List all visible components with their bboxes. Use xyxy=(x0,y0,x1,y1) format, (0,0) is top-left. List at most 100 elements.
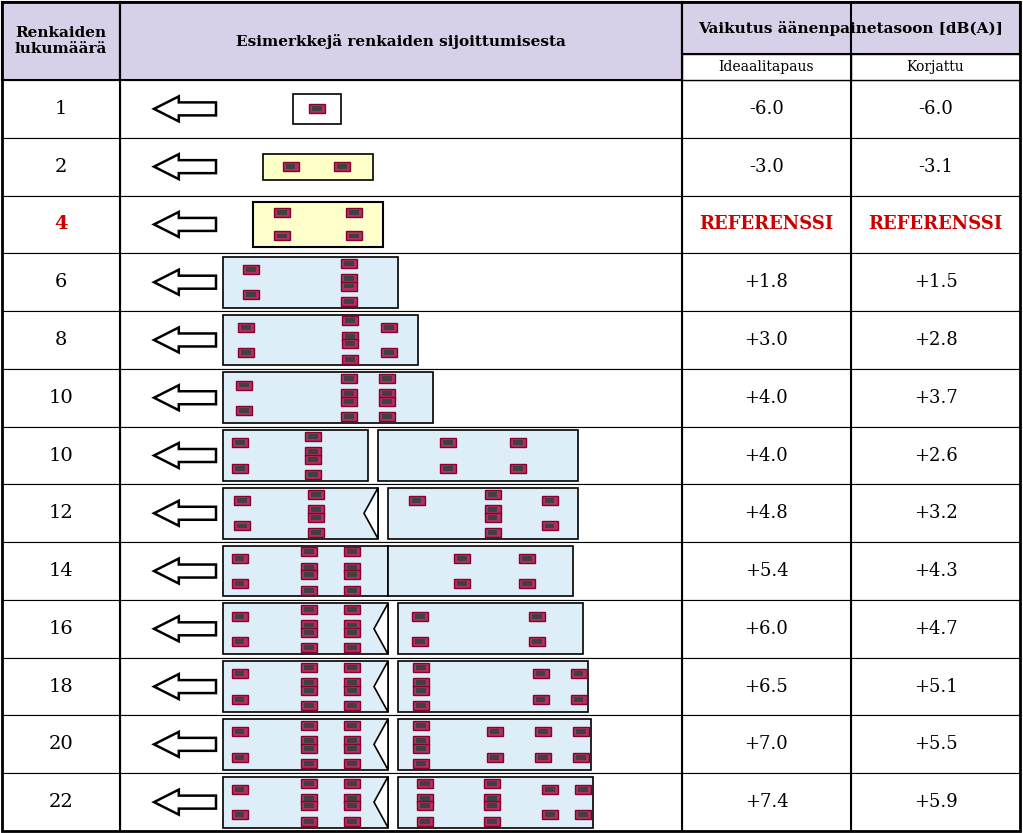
Text: REFERENSSI: REFERENSSI xyxy=(700,216,834,233)
Bar xyxy=(851,484,1020,542)
Bar xyxy=(415,639,426,644)
Bar xyxy=(413,701,429,711)
Bar xyxy=(241,325,252,330)
Bar xyxy=(301,721,317,730)
Bar xyxy=(344,571,360,579)
Bar xyxy=(532,614,542,619)
Bar xyxy=(247,292,256,297)
Polygon shape xyxy=(154,674,216,699)
Bar xyxy=(440,438,456,447)
Bar xyxy=(235,441,246,446)
Bar xyxy=(538,729,547,734)
Bar xyxy=(304,622,314,627)
Bar xyxy=(276,211,286,216)
Bar xyxy=(301,701,317,711)
Bar xyxy=(415,614,426,619)
Bar xyxy=(304,723,314,728)
Bar xyxy=(575,785,591,794)
Bar xyxy=(311,530,321,535)
Bar xyxy=(2,311,120,369)
Bar xyxy=(488,515,497,520)
Bar xyxy=(347,550,357,555)
Bar xyxy=(490,755,499,760)
Bar xyxy=(243,291,259,299)
Bar xyxy=(304,819,314,824)
Bar xyxy=(238,322,255,332)
Bar xyxy=(417,801,434,811)
Bar xyxy=(408,496,425,505)
Bar xyxy=(120,658,682,716)
Text: +7.0: +7.0 xyxy=(745,736,789,753)
Bar xyxy=(2,426,120,484)
Text: 4: 4 xyxy=(54,216,68,233)
Text: +5.9: +5.9 xyxy=(914,793,958,811)
Bar xyxy=(487,752,502,761)
Bar xyxy=(412,611,429,621)
Bar xyxy=(236,381,252,390)
Bar xyxy=(236,523,247,528)
Bar xyxy=(529,611,545,621)
Text: 2: 2 xyxy=(55,157,68,176)
Bar xyxy=(223,661,388,712)
Bar xyxy=(238,348,255,357)
Bar xyxy=(682,137,851,196)
Bar xyxy=(345,334,355,339)
Bar xyxy=(851,369,1020,426)
Bar xyxy=(120,196,682,253)
Bar xyxy=(342,339,358,348)
Bar xyxy=(120,716,682,773)
Bar xyxy=(234,787,244,792)
Bar xyxy=(344,686,360,695)
Bar xyxy=(344,721,360,730)
Text: Esimerkkejä renkaiden sijoittumisesta: Esimerkkejä renkaiden sijoittumisesta xyxy=(236,33,566,48)
Bar xyxy=(347,703,357,708)
Bar xyxy=(382,399,392,404)
Bar xyxy=(301,686,317,695)
Bar xyxy=(347,781,357,786)
Bar xyxy=(120,369,682,426)
Bar xyxy=(120,426,682,484)
Bar xyxy=(273,208,290,217)
Bar xyxy=(851,600,1020,658)
Bar xyxy=(682,773,851,831)
Polygon shape xyxy=(364,488,379,539)
Bar xyxy=(231,637,248,646)
Bar xyxy=(347,646,357,651)
Text: -3.0: -3.0 xyxy=(749,157,784,176)
Bar xyxy=(420,796,431,801)
Bar xyxy=(382,377,392,382)
Bar xyxy=(231,579,248,588)
Bar xyxy=(304,550,314,555)
Bar xyxy=(379,430,578,481)
Bar xyxy=(344,261,354,266)
Bar xyxy=(308,472,318,477)
Text: Ideaalitapaus: Ideaalitapaus xyxy=(719,60,814,74)
Text: +6.5: +6.5 xyxy=(745,677,789,696)
Bar xyxy=(415,688,426,693)
Bar xyxy=(443,441,453,446)
Bar xyxy=(344,736,360,745)
Bar xyxy=(120,484,682,542)
Bar xyxy=(544,498,554,503)
Bar xyxy=(417,816,434,826)
Bar xyxy=(301,794,317,803)
Bar xyxy=(301,678,317,687)
Bar xyxy=(231,695,248,704)
Bar xyxy=(305,447,321,456)
Bar xyxy=(457,581,466,586)
Bar xyxy=(541,496,558,505)
Bar xyxy=(335,162,350,171)
Bar xyxy=(2,196,120,253)
Bar xyxy=(417,794,434,803)
Bar xyxy=(347,607,357,612)
Bar xyxy=(485,512,500,521)
Bar xyxy=(308,456,318,461)
Bar xyxy=(2,542,120,600)
Bar xyxy=(487,804,496,808)
Bar xyxy=(345,342,355,347)
Bar xyxy=(384,350,394,355)
Bar xyxy=(347,565,357,570)
Bar xyxy=(120,311,682,369)
Bar xyxy=(682,600,851,658)
Bar xyxy=(232,464,249,472)
